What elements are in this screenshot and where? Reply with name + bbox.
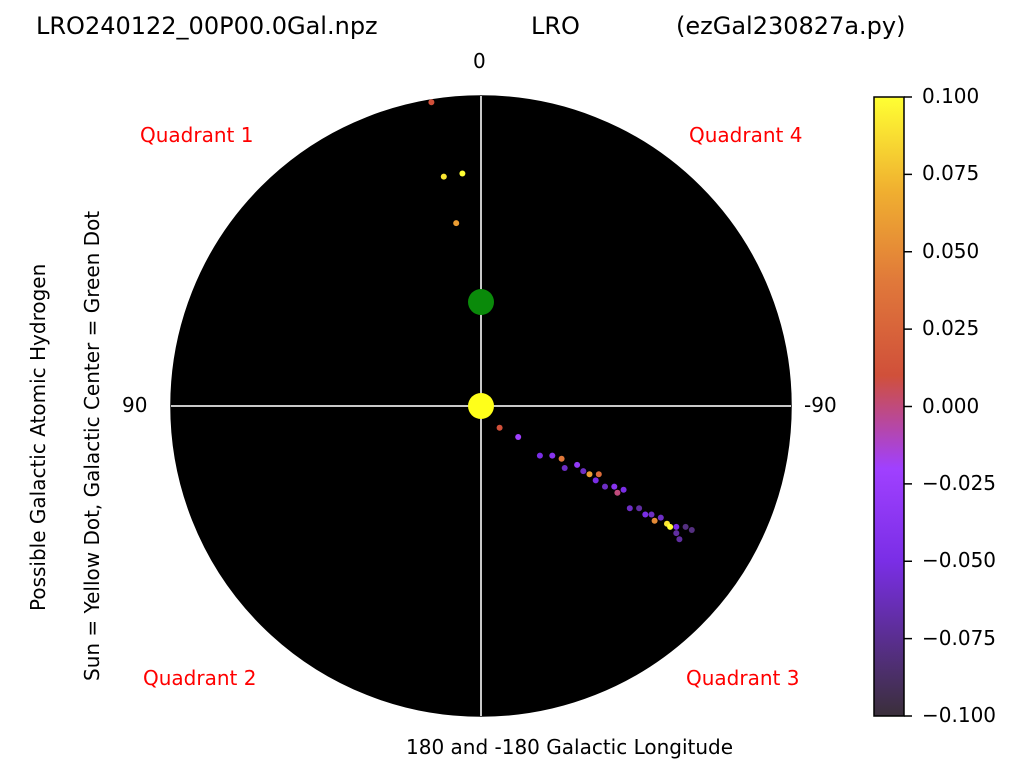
data-point xyxy=(620,486,627,493)
data-point xyxy=(536,452,543,459)
title-station: LRO xyxy=(531,12,580,40)
data-point xyxy=(676,536,683,543)
colorbar-tick-label: −0.075 xyxy=(922,625,997,650)
data-point xyxy=(673,530,680,537)
data-points xyxy=(428,99,695,543)
data-point xyxy=(667,523,674,530)
angle-label-bottom: 180 and -180 Galactic Longitude xyxy=(406,735,734,759)
title-program: (ezGal230827a.py) xyxy=(676,12,906,40)
data-point xyxy=(428,99,435,106)
quadrant-2-label: Quadrant 2 xyxy=(143,666,257,690)
data-point xyxy=(688,527,695,533)
colorbar-tick-label: −0.025 xyxy=(922,470,997,495)
colorbar-tick-label: 0.075 xyxy=(922,161,980,186)
colorbar-tick-label: 0.025 xyxy=(922,316,980,341)
data-point xyxy=(515,434,522,440)
colorbar-ticks xyxy=(904,96,912,717)
data-point xyxy=(651,517,658,524)
data-point xyxy=(626,505,633,512)
data-point xyxy=(453,220,460,227)
data-point xyxy=(648,511,655,518)
sun-marker xyxy=(468,393,494,419)
data-point xyxy=(558,455,565,462)
colorbar xyxy=(873,96,905,717)
galactic-center-marker xyxy=(468,289,494,315)
quadrant-1-label: Quadrant 1 xyxy=(140,123,254,147)
data-point xyxy=(682,523,689,530)
colorbar-tick-label: 0.000 xyxy=(922,393,980,418)
colorbar-tick-label: 0.050 xyxy=(922,238,980,263)
angle-label-left: 90 xyxy=(122,393,148,417)
data-point xyxy=(549,452,556,459)
quadrant-3-label: Quadrant 3 xyxy=(686,666,800,690)
colorbar-tick-label: −0.050 xyxy=(922,548,997,573)
data-point xyxy=(595,471,602,478)
data-point xyxy=(657,514,664,521)
data-point xyxy=(636,505,643,512)
data-point xyxy=(496,424,503,431)
angle-label-right: -90 xyxy=(804,393,837,417)
data-point xyxy=(642,511,649,518)
data-point xyxy=(614,489,621,496)
title-filename: LRO240122_00P00.0Gal.npz xyxy=(36,12,378,40)
quadrant-4-label: Quadrant 4 xyxy=(689,123,803,147)
angle-label-top: 0 xyxy=(473,49,486,73)
data-point xyxy=(459,170,466,177)
data-point xyxy=(574,461,581,468)
colorbar-tick-label: −0.100 xyxy=(922,703,997,727)
data-point xyxy=(611,483,618,490)
data-point xyxy=(592,477,599,484)
data-point xyxy=(440,173,447,180)
colorbar-tick-label: 0.100 xyxy=(922,84,980,108)
data-point xyxy=(602,483,608,490)
data-point xyxy=(561,465,568,471)
data-point xyxy=(586,471,593,478)
data-point xyxy=(580,468,587,475)
data-point xyxy=(673,523,680,530)
